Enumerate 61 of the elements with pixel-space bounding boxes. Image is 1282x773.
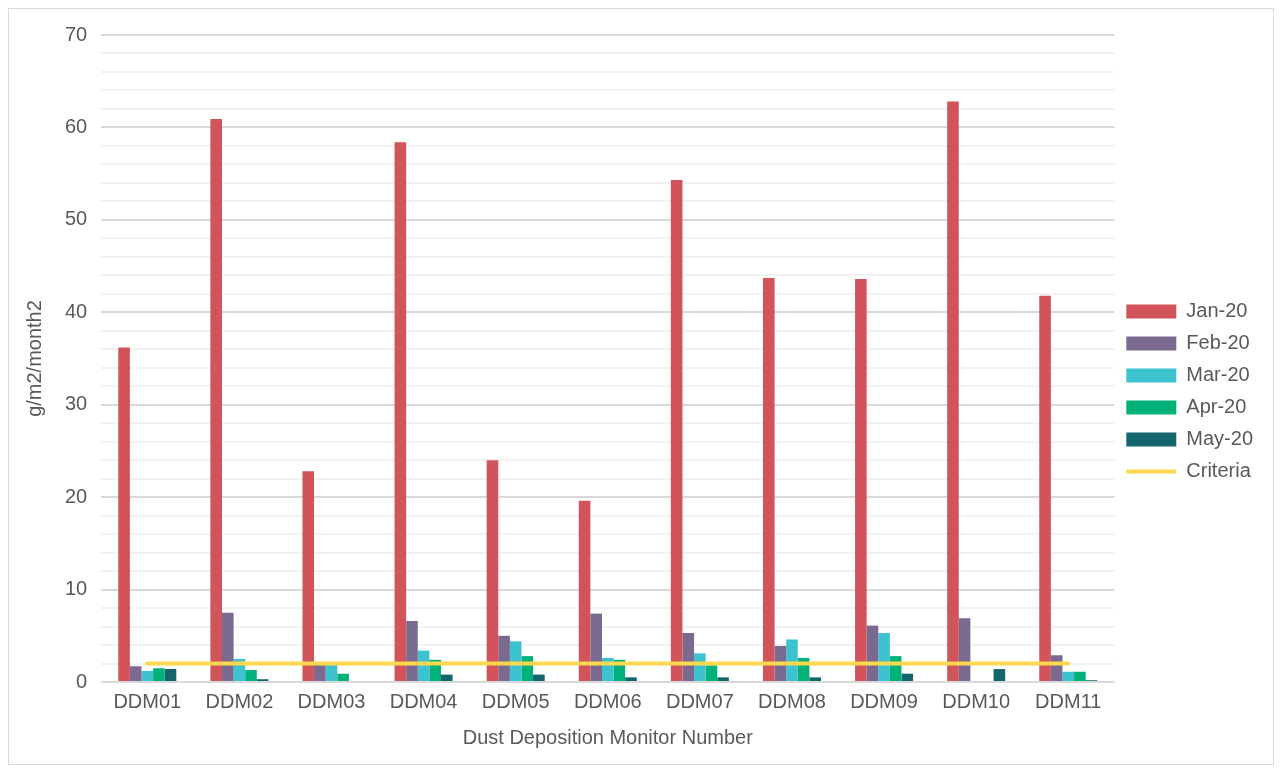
y-tick-label: 70 xyxy=(65,22,88,45)
bar xyxy=(394,142,407,681)
bar xyxy=(993,669,1006,681)
bar xyxy=(855,279,867,681)
y-tick-label: 40 xyxy=(65,299,88,322)
x-tick-label: DDM03 xyxy=(297,689,366,712)
bar xyxy=(670,180,683,681)
bar xyxy=(878,633,890,681)
bar xyxy=(705,665,718,681)
bar xyxy=(533,674,545,681)
bar xyxy=(682,633,695,681)
y-tick-label: 10 xyxy=(65,577,88,600)
x-tick-label: DDM02 xyxy=(205,689,274,712)
bar xyxy=(1062,671,1075,681)
y-tick-label: 20 xyxy=(65,484,88,507)
legend-label: Feb-20 xyxy=(1186,331,1250,354)
bar xyxy=(1074,671,1086,681)
legend-label: Criteria xyxy=(1186,459,1252,482)
bar xyxy=(245,669,257,681)
bar xyxy=(625,677,637,681)
bar xyxy=(440,674,453,681)
x-tick-label: DDM08 xyxy=(758,689,826,712)
bar xyxy=(809,677,821,681)
bar xyxy=(717,677,729,681)
legend-label: Mar-20 xyxy=(1186,363,1250,386)
bar xyxy=(153,668,165,681)
y-tick-label: 30 xyxy=(65,392,88,415)
bar xyxy=(590,613,602,681)
y-tick-label: 50 xyxy=(65,207,88,230)
bar xyxy=(498,635,510,681)
y-tick-label: 60 xyxy=(65,114,88,137)
bar xyxy=(118,347,130,681)
bar xyxy=(762,278,775,681)
bar xyxy=(337,673,349,681)
bar xyxy=(221,612,234,681)
x-axis-title: Dust Deposition Monitor Number xyxy=(462,725,754,748)
bar xyxy=(129,666,142,681)
x-tick-label: DDM07 xyxy=(665,689,734,712)
bar xyxy=(164,669,177,681)
x-tick-label: DDM11 xyxy=(1035,689,1102,712)
x-tick-label: DDM01 xyxy=(113,689,182,712)
bar xyxy=(141,670,154,681)
x-tick-label: DDM05 xyxy=(481,689,550,712)
x-tick-label: DDM09 xyxy=(850,689,918,712)
bar xyxy=(1039,295,1051,681)
bar xyxy=(302,471,315,681)
bar xyxy=(210,119,222,681)
x-tick-label: DDM10 xyxy=(942,689,1011,712)
bar xyxy=(406,621,418,681)
legend-label: May-20 xyxy=(1186,427,1254,450)
bar xyxy=(947,101,959,681)
y-tick-label: 0 xyxy=(76,669,88,692)
bar xyxy=(578,500,591,681)
x-tick-label: DDM06 xyxy=(573,689,642,712)
bar xyxy=(486,460,499,681)
bar xyxy=(901,673,914,681)
bar xyxy=(786,639,798,681)
x-tick-label: DDM04 xyxy=(389,689,458,712)
y-axis-title: g/m2/month2 xyxy=(22,300,45,417)
legend-label: Apr-20 xyxy=(1186,395,1247,418)
legend-label: Jan-20 xyxy=(1186,299,1248,322)
